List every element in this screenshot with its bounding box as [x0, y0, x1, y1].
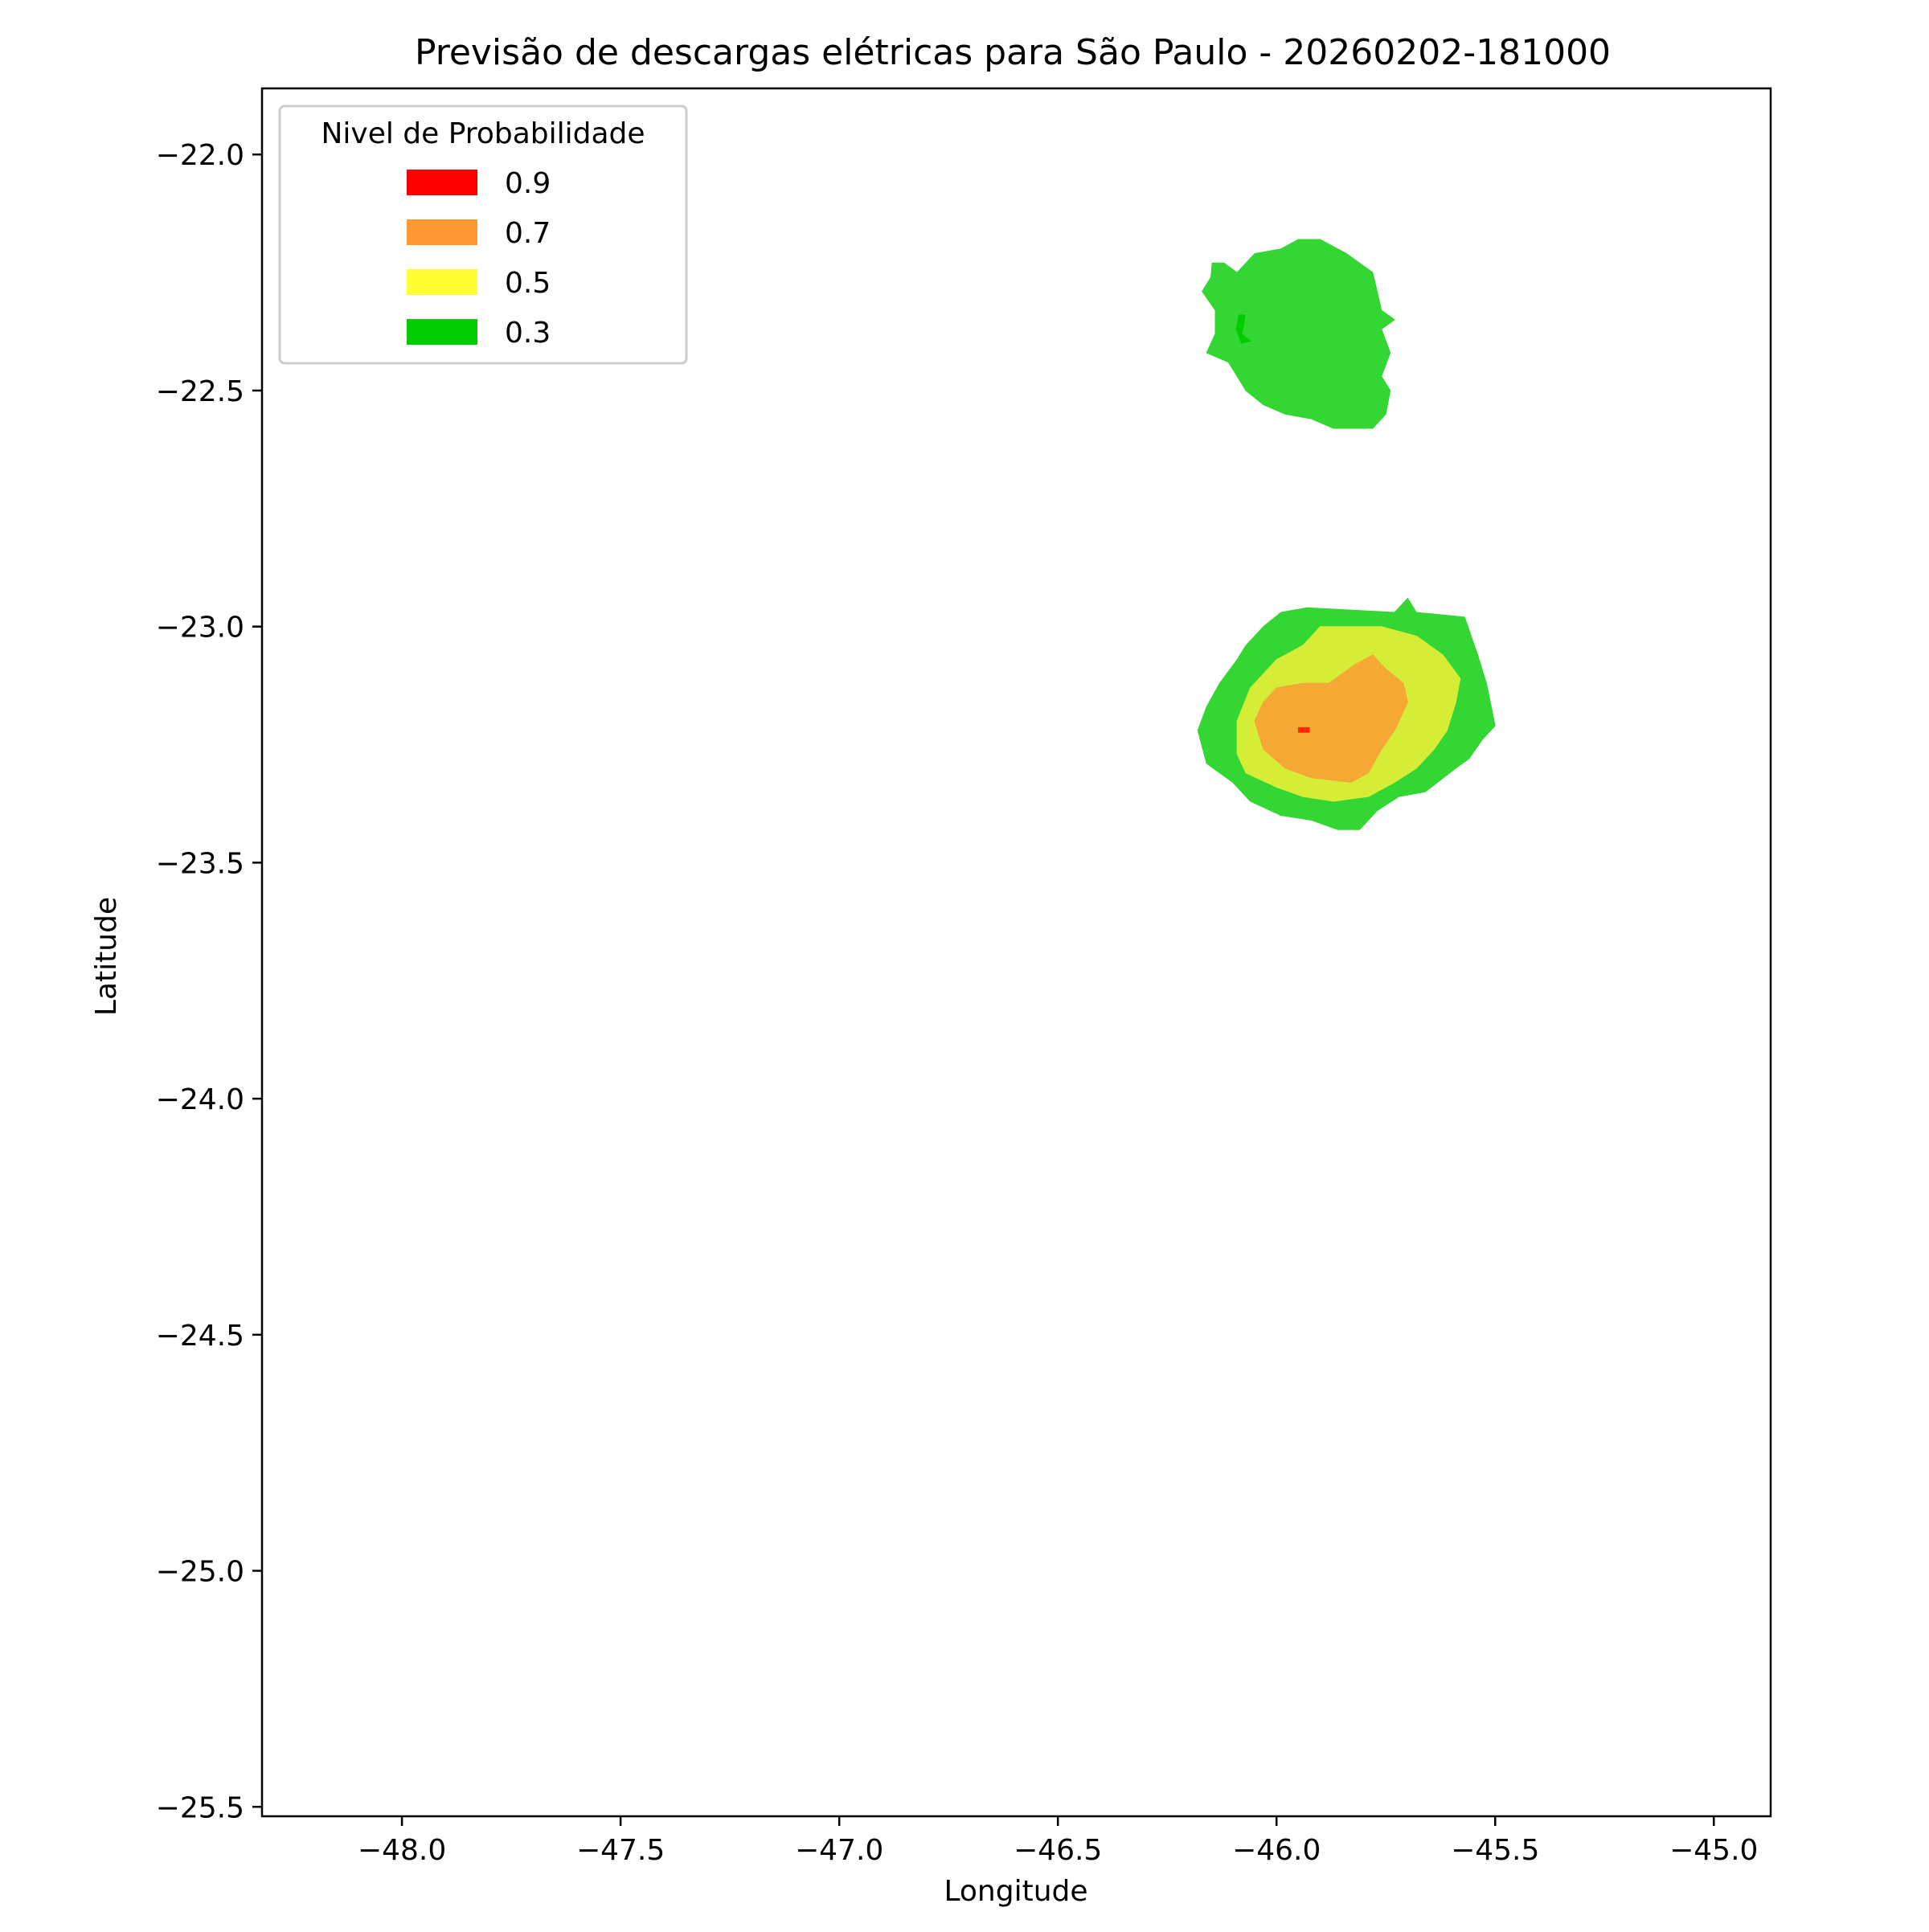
x-tick-label: −45.0	[1669, 1834, 1758, 1867]
x-tick-label: −47.0	[795, 1834, 883, 1867]
plot-layer	[1197, 239, 1496, 830]
y-tick-label: −24.0	[156, 1083, 244, 1116]
y-tick-label: −22.5	[156, 375, 244, 408]
legend-label: 0.7	[505, 217, 551, 250]
legend-swatch	[407, 269, 477, 295]
north-cell-level-0.3	[1202, 239, 1395, 429]
y-tick-label: −25.0	[156, 1556, 244, 1589]
x-tick-label: −45.5	[1451, 1834, 1539, 1867]
legend-box	[278, 104, 688, 365]
y-axis-label: Latitude	[90, 897, 123, 1016]
chart-title: Previsão de descargas elétricas para São…	[415, 32, 1611, 73]
north-cell-level-0.3-contour-mark	[1235, 314, 1251, 344]
y-tick-label: −25.5	[156, 1791, 244, 1824]
legend-label: 0.5	[505, 267, 551, 300]
y-tick-label: −24.5	[156, 1320, 244, 1353]
x-tick-label: −46.0	[1232, 1834, 1321, 1867]
south-cell-level-0.9	[1297, 727, 1310, 733]
plot-frame	[260, 87, 1772, 1818]
legend-swatch	[407, 319, 477, 345]
legend-entries: 0.9 0.7 0.5 0.3	[407, 167, 551, 350]
x-axis-label: Longitude	[944, 1875, 1087, 1908]
y-tick-label: −22.0	[156, 139, 244, 172]
legend-label: 0.9	[505, 167, 551, 200]
x-tick-label: −47.5	[576, 1834, 665, 1867]
y-tick-label: −23.0	[156, 612, 244, 645]
south-cell-level-0.7	[1254, 654, 1408, 784]
legend: Nivel de Probabilidade 0.9 0.7 0.5 0.3	[278, 104, 688, 365]
legend-swatch	[407, 170, 477, 195]
legend-title: Nivel de Probabilidade	[321, 117, 645, 150]
x-tick-label: −48.0	[358, 1834, 446, 1867]
y-tick-label: −23.5	[156, 847, 244, 880]
y-axis: −22.0 −22.5 −23.0 −23.5 −24.0 −24.5 −25.0 −25.5	[156, 139, 262, 1824]
x-axis: −48.0 −47.5 −47.0 −46.5 −46.0 −45.5 −45.0	[358, 1816, 1758, 1867]
legend-label: 0.3	[505, 317, 551, 350]
x-tick-label: −46.5	[1014, 1834, 1102, 1867]
legend-swatch	[407, 219, 477, 245]
